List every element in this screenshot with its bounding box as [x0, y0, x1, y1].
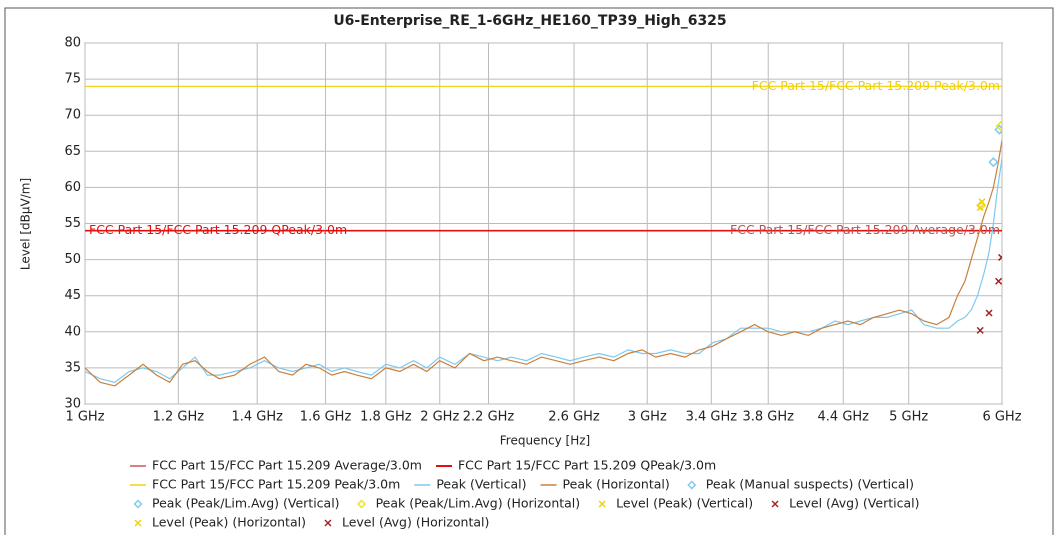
legend-label: Level (Avg) (Horizontal) — [342, 515, 489, 530]
x-tick-label: 1 GHz — [65, 410, 104, 425]
legend-label: Level (Avg) (Vertical) — [789, 496, 919, 511]
x-tick-label: 2.6 GHz — [548, 410, 600, 425]
marker-x — [976, 326, 984, 334]
legend-label: Peak (Peak/Lim.Avg) (Horizontal) — [376, 496, 581, 511]
marker-diamond — [988, 157, 999, 168]
limit-label: FCC Part 15/FCC Part 15.209 Average/3.0m — [730, 222, 1000, 237]
x-tick-label: 1.6 GHz — [300, 410, 352, 425]
legend-label: Peak (Horizontal) — [563, 477, 670, 492]
marker-x — [998, 253, 1002, 261]
y-tick-label: 80 — [64, 36, 81, 51]
limit-label: FCC Part 15/FCC Part 15.209 Peak/3.0m — [752, 78, 1000, 93]
marker-x — [985, 309, 993, 317]
legend-label: Level (Peak) (Vertical) — [616, 496, 753, 511]
marker-diamond — [995, 120, 1002, 132]
x-tick-label: 1.4 GHz — [231, 410, 283, 425]
marker-x — [995, 277, 1002, 285]
legend-label: FCC Part 15/FCC Part 15.209 QPeak/3.0m — [458, 458, 716, 473]
plot-layer — [85, 85, 1002, 387]
marker-x — [976, 204, 984, 212]
legend-label: Peak (Peak/Lim.Avg) (Vertical) — [152, 496, 340, 511]
limit-label: FCC Part 15/FCC Part 15.209 QPeak/3.0m — [89, 222, 347, 237]
legend-label: Peak (Manual suspects) (Vertical) — [706, 477, 914, 492]
legend-label: FCC Part 15/FCC Part 15.209 Peak/3.0m — [152, 477, 400, 492]
legend-symbol — [357, 499, 367, 509]
legend-symbol — [687, 480, 697, 490]
legend-label: Level (Peak) (Horizontal) — [152, 515, 306, 530]
x-tick-label: 1.2 GHz — [153, 410, 205, 425]
legend-label: Peak (Vertical) — [436, 477, 526, 492]
x-tick-label: 4.4 GHz — [818, 410, 870, 425]
y-tick-label: 75 — [64, 72, 81, 87]
x-tick-label: 2 GHz — [420, 410, 459, 425]
legend-symbol — [324, 519, 332, 527]
legend-label: FCC Part 15/FCC Part 15.209 Average/3.0m — [152, 458, 422, 473]
y-tick-label: 30 — [64, 397, 81, 412]
trace — [85, 158, 1002, 383]
y-tick-label: 40 — [64, 324, 81, 339]
x-tick-label: 6 GHz — [982, 410, 1021, 425]
y-tick-label: 50 — [64, 252, 81, 267]
legend-symbol — [771, 500, 779, 508]
marker-x — [978, 198, 986, 206]
trace — [85, 140, 1002, 387]
x-tick-label: 3.8 GHz — [742, 410, 794, 425]
y-tick-label: 70 — [64, 108, 81, 123]
marker-diamond — [994, 124, 1002, 135]
y-tick-label: 45 — [64, 288, 81, 303]
x-axis-label: Frequency [Hz] — [500, 434, 591, 448]
x-tick-label: 5 GHz — [889, 410, 928, 425]
chart-title: U6-Enterprise_RE_1-6GHz_HE160_TP39_High_… — [333, 13, 726, 29]
y-tick-label: 35 — [64, 360, 81, 375]
x-tick-label: 1.8 GHz — [360, 410, 412, 425]
y-tick-label: 65 — [64, 144, 81, 159]
legend-symbol — [598, 500, 606, 508]
legend-symbol — [133, 499, 143, 509]
x-tick-label: 3 GHz — [628, 410, 667, 425]
y-tick-label: 55 — [64, 216, 81, 231]
x-tick-label: 2.2 GHz — [463, 410, 515, 425]
x-tick-label: 3.4 GHz — [686, 410, 738, 425]
y-tick-label: 60 — [64, 180, 81, 195]
legend-symbol — [134, 519, 142, 527]
y-axis-label: Level [dBµV/m] — [19, 178, 33, 270]
